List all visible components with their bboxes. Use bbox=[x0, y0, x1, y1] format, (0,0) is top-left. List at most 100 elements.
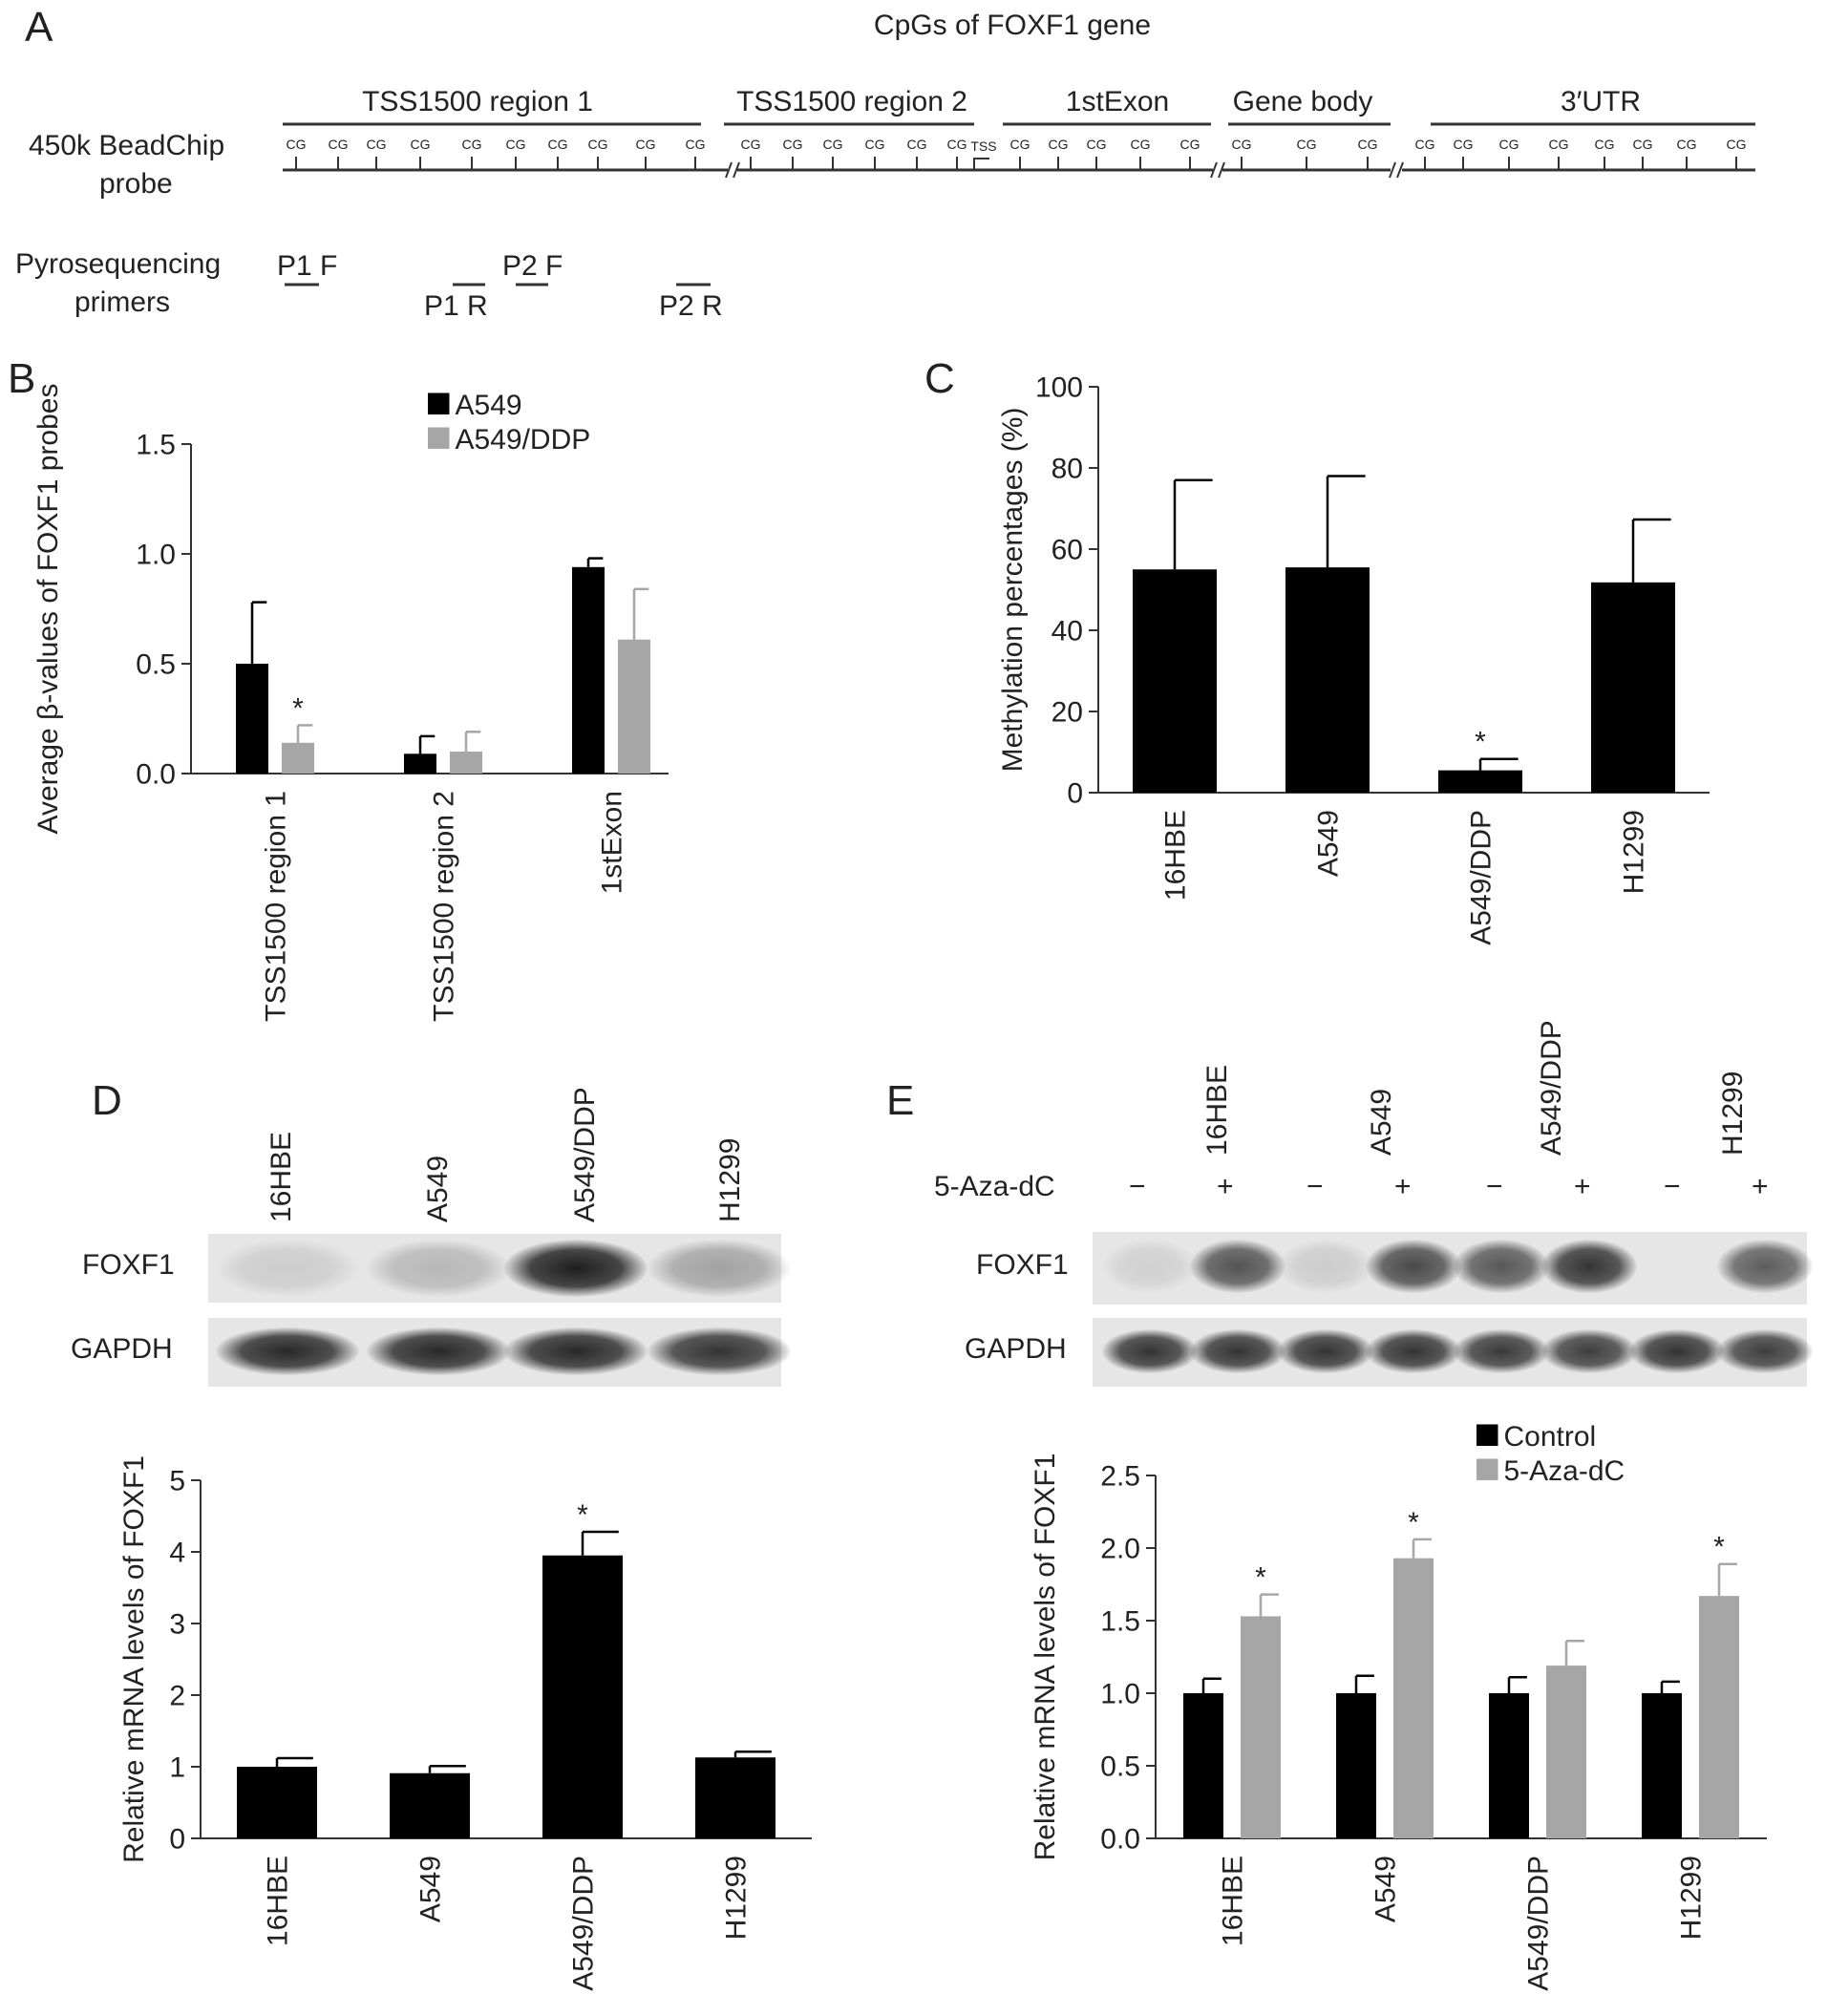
blot-lane-label: A549 bbox=[1366, 1088, 1397, 1156]
treatment-sign: + bbox=[1574, 1171, 1591, 1202]
bar bbox=[618, 639, 650, 774]
region-label-1: TSS1500 region 1 bbox=[362, 86, 593, 117]
bar bbox=[1393, 1558, 1434, 1838]
x-tick-label: H1299 bbox=[721, 1856, 753, 1940]
cg-site-label: CG bbox=[1677, 137, 1697, 152]
x-tick-label: A549 bbox=[1370, 1856, 1402, 1922]
panel-label-c: C bbox=[924, 355, 955, 402]
cg-site-label: CG bbox=[287, 137, 307, 152]
treatment-sign: + bbox=[1752, 1171, 1769, 1202]
significance-marker: * bbox=[1713, 1532, 1725, 1563]
y-tick-label: 2 bbox=[169, 1681, 185, 1712]
cg-site-label: CG bbox=[636, 137, 656, 152]
foxf1-band bbox=[1366, 1240, 1461, 1293]
y-tick-label: 1.5 bbox=[136, 430, 176, 461]
bar bbox=[237, 1767, 317, 1838]
axis-break-2 bbox=[1210, 161, 1225, 179]
region-label-5: 3′UTR bbox=[1561, 86, 1641, 117]
foxf1-band bbox=[1629, 1240, 1725, 1293]
blot-d-row-label-foxf1: FOXF1 bbox=[82, 1249, 175, 1281]
blot-lane-label: A549/DDP bbox=[569, 1087, 601, 1222]
cg-site-label: CG bbox=[1454, 137, 1474, 152]
tss-arrow bbox=[973, 158, 989, 170]
chart-d-mrna: 0 1 2 3 4 5 Relative mRNA levels of FOXF1 16HBE… bbox=[118, 1455, 812, 1991]
probe-label-line1: 450k BeadChip bbox=[29, 130, 224, 161]
blot-e-row-label-foxf1: FOXF1 bbox=[976, 1249, 1069, 1281]
y-tick-label: 40 bbox=[1052, 616, 1083, 647]
foxf1-band bbox=[1454, 1240, 1549, 1293]
cg-site-label: CG bbox=[506, 137, 526, 152]
legend-label: A549/DDP bbox=[456, 424, 591, 456]
y-tick-label: 100 bbox=[1035, 372, 1083, 404]
y-axis-label: Average β-values of FOXF1 probes bbox=[32, 384, 64, 835]
schematic-title: CpGs of FOXF1 gene bbox=[874, 10, 1151, 41]
y-tick-label: 2.5 bbox=[1100, 1461, 1140, 1493]
y-tick-label: 0.5 bbox=[1100, 1751, 1140, 1783]
bar bbox=[1133, 569, 1217, 793]
gapdh-band bbox=[648, 1327, 791, 1375]
tss-marker-label: TSS bbox=[970, 138, 996, 154]
bar bbox=[1241, 1616, 1281, 1838]
y-tick-label: 0.0 bbox=[1100, 1824, 1140, 1856]
y-tick-label: 60 bbox=[1052, 535, 1083, 566]
bar bbox=[1591, 582, 1675, 793]
chart-b-beta-values: 0.0 0.5 1.0 1.5 Average β-values of FOXF1 pr… bbox=[32, 384, 669, 1022]
foxf1-band bbox=[504, 1240, 648, 1297]
gapdh-band bbox=[1190, 1329, 1285, 1373]
blot-lane-label: H1299 bbox=[714, 1137, 746, 1222]
cg-site-label: CG bbox=[741, 137, 761, 152]
x-tick-label: A549/DDP bbox=[1466, 810, 1498, 945]
blot-e: 16HBE A549 A549/DDP H1299 5-Aza-dC − + − + − + − +… bbox=[860, 993, 1827, 1413]
bar bbox=[1438, 770, 1522, 793]
bar bbox=[542, 1555, 623, 1838]
legend-swatch bbox=[1476, 1424, 1498, 1446]
y-tick-label: 5 bbox=[169, 1466, 185, 1497]
y-tick-label: 20 bbox=[1052, 697, 1083, 729]
y-tick-label: 1.0 bbox=[136, 540, 176, 571]
gapdh-band bbox=[1278, 1329, 1373, 1373]
gene-schematic: CpGs of FOXF1 gene 450k BeadChip probe P… bbox=[15, 10, 1755, 322]
gapdh-band bbox=[367, 1327, 510, 1375]
significance-marker: * bbox=[292, 692, 304, 724]
y-tick-label: 1.5 bbox=[1100, 1606, 1140, 1638]
primer-label-line2: primers bbox=[74, 286, 170, 318]
significance-marker: * bbox=[1475, 727, 1486, 758]
legend-label: 5-Aza-dC bbox=[1504, 1455, 1625, 1487]
x-tick-label: 16HBE bbox=[1160, 810, 1192, 901]
bar bbox=[695, 1757, 775, 1838]
primer-label-line1: Pyrosequencing bbox=[15, 248, 221, 280]
blot-d-row-label-gapdh: GAPDH bbox=[71, 1333, 173, 1365]
x-tick-label: 16HBE bbox=[1218, 1856, 1249, 1946]
axis-break-1 bbox=[725, 161, 740, 179]
foxf1-band bbox=[1190, 1240, 1285, 1293]
y-axis-label: Relative mRNA levels of FOXF1 bbox=[118, 1455, 150, 1863]
y-tick-label: 0 bbox=[1067, 778, 1083, 810]
blot-e-treatment-label: 5-Aza-dC bbox=[934, 1171, 1055, 1202]
bar bbox=[282, 742, 314, 774]
bar bbox=[1183, 1693, 1223, 1838]
cg-site-label: CG bbox=[1595, 137, 1615, 152]
x-tick-label: 16HBE bbox=[263, 1856, 294, 1946]
primer-label-p1f: P1 F bbox=[277, 250, 337, 282]
cg-site-label: CG bbox=[1010, 137, 1030, 152]
panel-label-b: B bbox=[8, 355, 36, 402]
significance-marker: * bbox=[1255, 1562, 1266, 1594]
cg-site-label: CG bbox=[1549, 137, 1569, 152]
y-axis-label: Relative mRNA levels of FOXF1 bbox=[1030, 1454, 1061, 1861]
y-tick-label: 3 bbox=[169, 1609, 185, 1641]
x-tick-label: A549/DDP bbox=[1523, 1856, 1555, 1991]
foxf1-band bbox=[1541, 1240, 1637, 1293]
region-label-2: TSS1500 region 2 bbox=[736, 86, 967, 117]
treatment-sign: − bbox=[1486, 1171, 1503, 1202]
gapdh-band bbox=[1454, 1329, 1549, 1373]
x-tick-label: 1stExon bbox=[597, 791, 628, 894]
blot-e-row-label-gapdh: GAPDH bbox=[965, 1333, 1067, 1365]
blot-lane-label: 16HBE bbox=[266, 1131, 297, 1222]
cg-site-ticks: CG CG CG CG CG CG CG CG CG CG CG CG CG CG CG CG CG CG CG CG… bbox=[287, 137, 1747, 170]
bar bbox=[1546, 1666, 1586, 1838]
gapdh-band bbox=[216, 1327, 359, 1375]
blot-d-foxf1-strip bbox=[208, 1234, 791, 1303]
cg-site-label: CG bbox=[1415, 137, 1435, 152]
panel-label-a: A bbox=[25, 4, 53, 51]
gapdh-band bbox=[1102, 1329, 1198, 1373]
